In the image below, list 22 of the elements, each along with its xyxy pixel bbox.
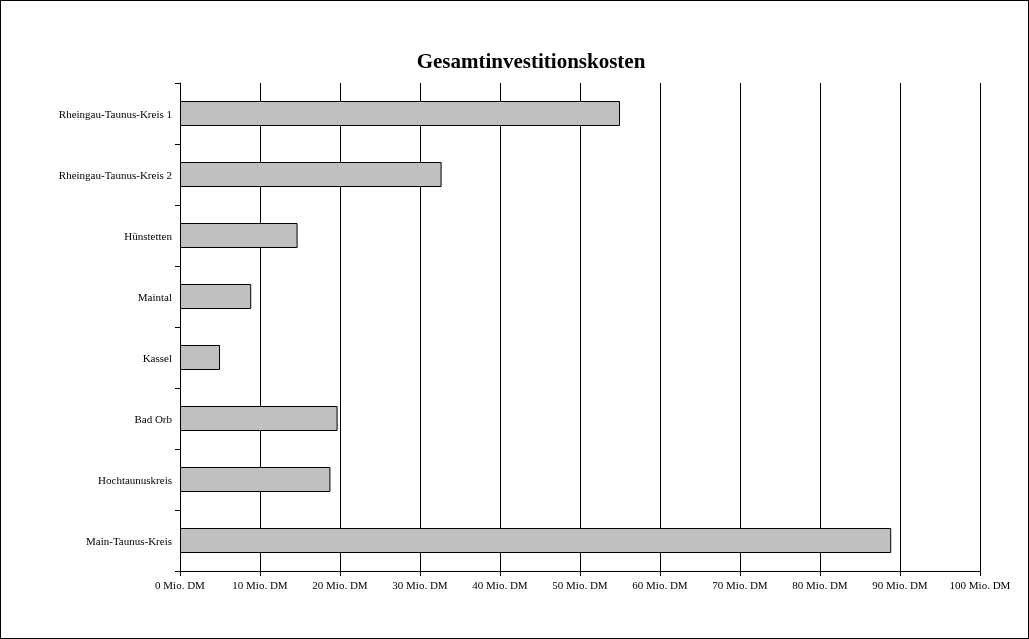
x-tick-label: 30 Mio. DM <box>392 578 448 591</box>
y-tick-label: Rheingau-Taunus-Kreis 1 <box>58 107 172 120</box>
x-tick-label: 50 Mio. DM <box>552 578 608 591</box>
bar <box>180 284 252 310</box>
y-tick-label: Rheingau-Taunus-Kreis 2 <box>58 168 172 181</box>
x-tick-label: 0 Mio. DM <box>155 578 206 591</box>
y-tick-label: Maintal <box>137 290 172 303</box>
x-tick-label: 40 Mio. DM <box>472 578 528 591</box>
x-tick-label: 70 Mio. DM <box>712 578 768 591</box>
x-tick-label: 10 Mio. DM <box>232 578 288 591</box>
chart-title: Gesamtinvestitionskosten <box>416 48 646 73</box>
x-tick-label: 80 Mio. DM <box>792 578 848 591</box>
x-tick-label: 60 Mio. DM <box>632 578 688 591</box>
x-tick-label: 100 Mio. DM <box>949 578 1011 591</box>
x-tick-label: 20 Mio. DM <box>312 578 368 591</box>
bar <box>180 345 220 371</box>
y-tick-label: Hünstetten <box>124 229 173 242</box>
y-tick-label: Hochtaunuskreis <box>98 473 172 486</box>
y-tick-label: Bad Orb <box>134 412 173 425</box>
x-tick-label: 90 Mio. DM <box>872 578 928 591</box>
y-tick-label: Main-Taunus-Kreis <box>86 534 172 547</box>
y-tick-label: Kassel <box>142 351 172 364</box>
